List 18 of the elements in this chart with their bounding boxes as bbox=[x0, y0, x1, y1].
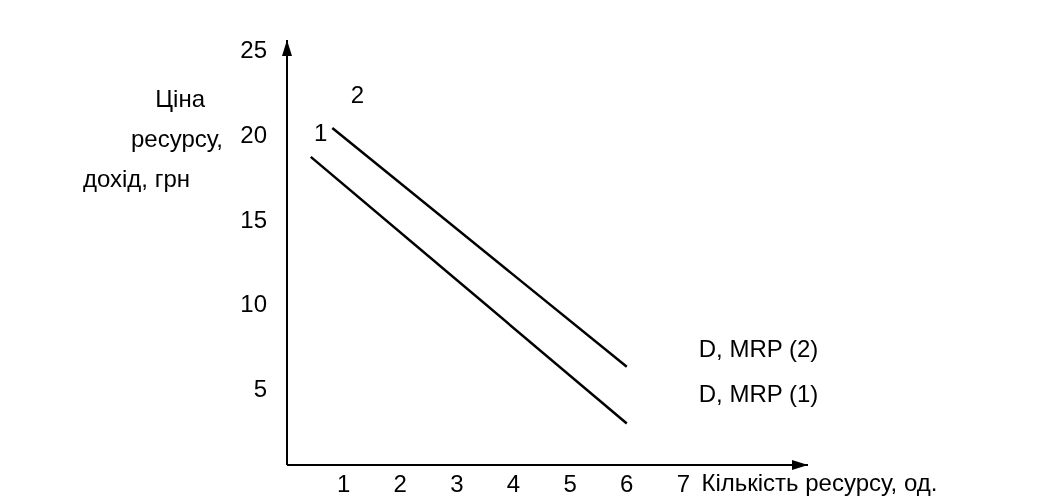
y-tick-label: 5 bbox=[253, 375, 267, 403]
y-tick-label: 20 bbox=[240, 121, 267, 149]
annotation: 1 bbox=[314, 119, 328, 147]
y-axis-title: Ціна ресурсу, дохід, грн bbox=[82, 84, 223, 192]
x-tick-label: 1 bbox=[336, 470, 351, 498]
x-tick-label: 5 bbox=[563, 470, 577, 498]
x-tick-label: 3 bbox=[450, 470, 464, 498]
x-tick-label: 4 bbox=[506, 470, 521, 498]
text: D, MRP (1) bbox=[698, 380, 819, 408]
y-tick-label: 10 bbox=[240, 290, 267, 318]
x-tick-label: 6 bbox=[620, 470, 634, 498]
y-tick-label: 25 bbox=[240, 36, 267, 64]
annotation: 2 bbox=[350, 80, 364, 108]
x-axis-title: Кількість ресурсу, од. bbox=[701, 468, 938, 496]
text: D, MRP (2) bbox=[698, 335, 819, 363]
y-tick-label: 15 bbox=[240, 205, 267, 233]
x-tick-label: 2 bbox=[393, 470, 407, 498]
x-tick-label: 7 bbox=[676, 470, 691, 498]
